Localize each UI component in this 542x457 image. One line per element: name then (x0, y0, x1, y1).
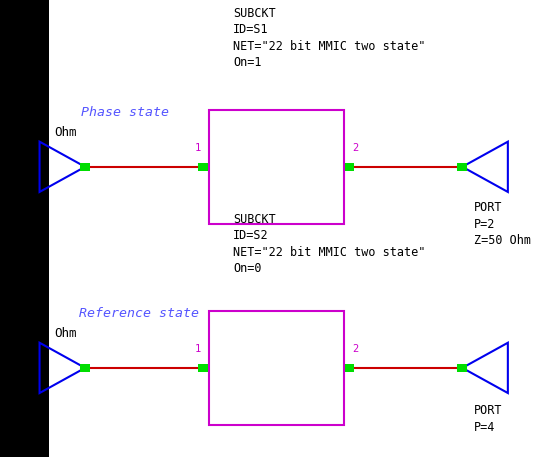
Text: SUBCKT
ID=S1
NET="22 bit MMIC two state"
On=1: SUBCKT ID=S1 NET="22 bit MMIC two state"… (233, 7, 425, 69)
Text: 1: 1 (194, 344, 201, 354)
Text: Reference state: Reference state (79, 307, 198, 320)
Text: Phase state: Phase state (81, 106, 169, 119)
Text: 2: 2 (352, 143, 359, 153)
Bar (209, 311, 344, 425)
Text: 1: 1 (194, 143, 201, 153)
Bar (198, 163, 208, 171)
Bar (457, 163, 467, 171)
Bar (198, 364, 208, 372)
Text: Ohm: Ohm (54, 127, 77, 139)
Bar (345, 364, 354, 372)
Text: Ohm: Ohm (54, 328, 77, 340)
Bar (80, 163, 90, 171)
Bar (209, 110, 344, 224)
Text: 2: 2 (352, 344, 359, 354)
Bar (80, 364, 90, 372)
Text: PORT
P=4: PORT P=4 (474, 404, 503, 434)
Bar (457, 364, 467, 372)
Bar (345, 163, 354, 171)
Text: PORT
P=2
Z=50 Ohm: PORT P=2 Z=50 Ohm (474, 201, 531, 247)
Text: SUBCKT
ID=S2
NET="22 bit MMIC two state"
On=0: SUBCKT ID=S2 NET="22 bit MMIC two state"… (233, 213, 425, 275)
